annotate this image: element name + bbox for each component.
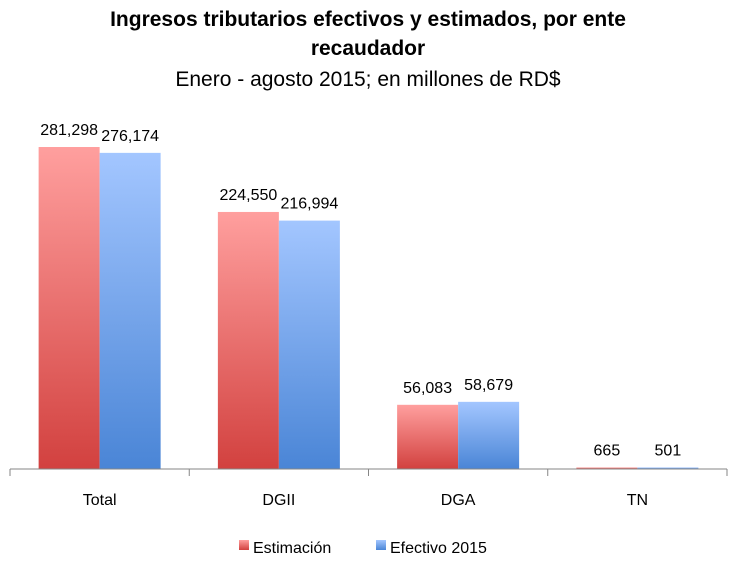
- data-label-estimacion-dga: 56,083: [403, 380, 452, 397]
- bar-efectivo-2015-tn: [637, 467, 699, 469]
- chart-title-line1: Ingresos tributarios efectivos y estimad…: [110, 8, 626, 31]
- data-label-efectivo-2015-total: 276,174: [101, 128, 159, 145]
- bar-estimacion-total: [38, 147, 100, 469]
- data-label-estimacion-dgii: 224,550: [219, 187, 277, 204]
- bar-efectivo-2015-total: [99, 152, 161, 469]
- bar-efectivo-2015-dgii: [278, 220, 340, 469]
- bar-estimacion-tn: [576, 467, 638, 469]
- legend-swatch-estimacion: [239, 540, 249, 550]
- legend-label-estimacion: Estimación: [253, 540, 331, 557]
- bar-efectivo-2015-dga: [458, 401, 520, 469]
- category-label-tn: TN: [627, 492, 648, 509]
- data-label-estimacion-total: 281,298: [40, 122, 98, 139]
- chart-subtitle: Enero - agosto 2015; en millones de RD$: [175, 68, 561, 91]
- data-label-efectivo-2015-dgii: 216,994: [280, 196, 338, 213]
- bar-estimacion-dgii: [217, 211, 279, 469]
- category-label-total: Total: [83, 492, 117, 509]
- category-label-dga: DGA: [441, 492, 476, 509]
- legend-swatch-efectivo: [376, 540, 386, 550]
- category-label-dgii: DGII: [262, 492, 295, 509]
- data-label-efectivo-2015-dga: 58,679: [464, 377, 513, 394]
- data-label-efectivo-2015-tn: 501: [655, 443, 682, 460]
- legend: Estimación Efectivo 2015: [239, 540, 487, 557]
- bar-estimacion-dga: [397, 404, 459, 469]
- chart-title-line2: recaudador: [311, 37, 425, 60]
- data-label-estimacion-tn: 665: [594, 443, 621, 460]
- legend-label-efectivo: Efectivo 2015: [390, 540, 487, 557]
